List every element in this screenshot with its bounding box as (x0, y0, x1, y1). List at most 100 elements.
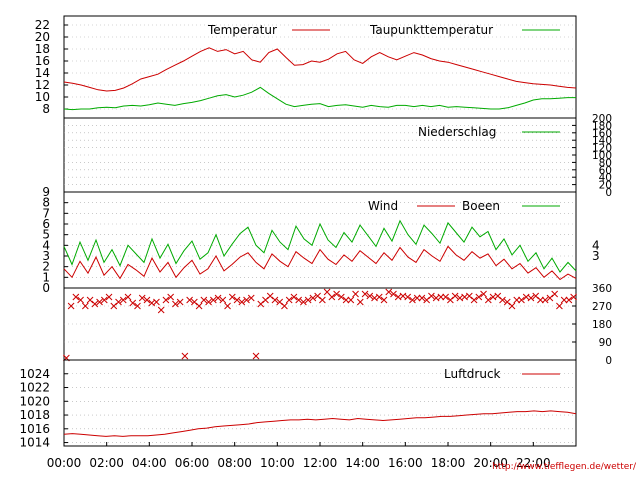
x-tick-label: 20:00 (473, 456, 508, 470)
y-tick-label: 16 (35, 54, 50, 68)
legend-label: Temperatur (207, 23, 277, 37)
scatter-point (124, 293, 132, 301)
series-line (63, 86, 576, 111)
scatter-point (153, 298, 160, 306)
x-tick-label: 00:00 (47, 456, 82, 470)
scatter-point (186, 296, 193, 304)
scatter-point (423, 296, 431, 304)
legend-label: Luftdruck (444, 367, 501, 381)
scatter-point (319, 296, 326, 304)
scatter-point (551, 290, 559, 298)
y-tick-label-right: 180 (592, 120, 612, 132)
scatter-point (475, 293, 483, 301)
scatter-point (314, 292, 321, 300)
scatter-point (96, 298, 103, 306)
x-tick-label: 12:00 (303, 456, 338, 470)
x-tick-label: 22:00 (516, 456, 551, 470)
y-tick-label: 1018 (19, 408, 50, 422)
y-tick-label: 4 (42, 238, 50, 252)
series-line (63, 410, 577, 437)
scatter-point (513, 296, 521, 304)
y-tick-label-right: 80 (599, 157, 612, 169)
scatter-point (91, 300, 99, 308)
scatter-point (162, 296, 170, 304)
y-tick-label-right: 270 (592, 301, 612, 313)
scatter-point (172, 300, 179, 308)
y-tick-label: 14 (35, 66, 50, 80)
scatter-point (518, 296, 525, 304)
y-tick-label-right: 120 (592, 143, 612, 155)
scatter-point (119, 296, 127, 304)
x-tick-label: 04:00 (132, 456, 167, 470)
scatter-point (219, 296, 227, 304)
y-tick-label-right: 180 (592, 319, 612, 331)
y-tick-label: 7 (42, 206, 50, 220)
y-tick-label-right: 360 (592, 283, 612, 295)
scatter-point (484, 296, 492, 304)
scatter-point (447, 296, 454, 304)
scatter-point (375, 293, 383, 301)
y-tick-label-right: 140 (592, 135, 612, 147)
scatter-point (271, 296, 279, 304)
legend-label: Boeen (462, 199, 500, 213)
y-tick-label: 1 (42, 270, 50, 284)
x-tick-label: 02:00 (89, 456, 124, 470)
scatter-point (129, 299, 137, 307)
y-tick-label: 8 (42, 102, 50, 116)
scatter-point (115, 298, 122, 306)
y-tick-label: 10 (35, 90, 50, 104)
scatter-point (105, 293, 113, 301)
scatter-point (262, 296, 269, 304)
y-tick-label-right: 40 (599, 172, 612, 184)
scatter-point (366, 292, 374, 300)
scatter-point (333, 290, 340, 298)
y-tick-label-right: 0 (605, 355, 612, 367)
scatter-point (257, 300, 265, 308)
y-tick-label-right: 100 (592, 150, 612, 162)
scatter-point (347, 296, 355, 304)
scatter-point (205, 298, 212, 306)
scatter-point (138, 294, 146, 302)
scatter-point (480, 290, 487, 298)
scatter-point (546, 294, 554, 302)
scatter-point (390, 290, 397, 298)
scatter-point (541, 296, 549, 304)
scatter-point (537, 296, 544, 304)
scatter-point (418, 294, 426, 302)
scatter-point (209, 296, 217, 304)
y-tick-label-right: 60 (599, 165, 612, 177)
x-tick-label: 08:00 (217, 456, 252, 470)
y-tick-label-right: 160 (592, 128, 612, 140)
y-tick-label: 3 (42, 249, 50, 263)
y-tick-label-right: 20 (599, 180, 612, 192)
scatter-point (300, 298, 307, 306)
scatter-point (266, 292, 274, 300)
scatter-point (428, 292, 435, 300)
scatter-point (295, 296, 303, 304)
y-tick-label: 12 (35, 78, 50, 92)
scatter-point (385, 288, 393, 296)
scatter-point (337, 293, 345, 301)
source-url[interactable]: http://www.tiefflegen.de/wetter/ (492, 462, 636, 472)
scatter-point (508, 302, 516, 310)
scatter-point (437, 293, 445, 301)
y-tick-label: 1024 (19, 367, 50, 381)
x-tick-label: 18:00 (431, 456, 466, 470)
scatter-point (214, 294, 222, 302)
scatter-point (195, 302, 203, 310)
y-tick-label: 5 (42, 228, 50, 242)
x-tick-label: 06:00 (175, 456, 210, 470)
y-tick-label: 18 (35, 42, 50, 56)
scatter-point (361, 290, 369, 298)
scatter-point (413, 294, 421, 302)
y-tick-label: 2 (42, 260, 50, 274)
scatter-point (556, 302, 563, 310)
scatter-point (191, 298, 198, 306)
series-line (63, 47, 577, 92)
right-axis-label: 3 (592, 249, 600, 263)
y-tick-label: 20 (35, 30, 50, 44)
scatter-point (503, 298, 511, 306)
scatter-point (247, 294, 255, 302)
